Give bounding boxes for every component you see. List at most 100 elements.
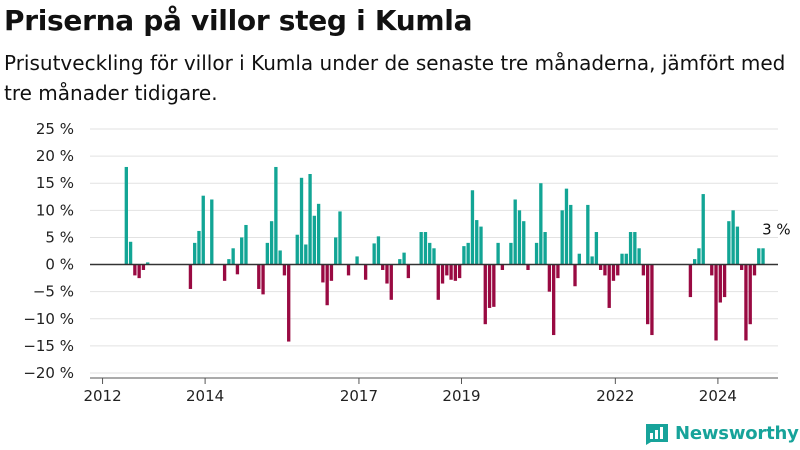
bar xyxy=(287,264,291,342)
bar xyxy=(701,194,705,265)
bar xyxy=(641,264,646,276)
bar xyxy=(278,250,282,265)
bar xyxy=(586,204,590,265)
bar xyxy=(398,259,402,265)
bar xyxy=(269,221,274,265)
bar xyxy=(509,242,513,265)
bar xyxy=(193,242,197,265)
y-tick-label: 5 % xyxy=(45,228,74,246)
bar xyxy=(325,264,329,306)
bar xyxy=(513,199,517,265)
bar xyxy=(577,253,581,265)
bar xyxy=(308,174,312,265)
bar xyxy=(436,264,440,300)
bar xyxy=(492,264,496,307)
bar xyxy=(257,264,261,289)
bar xyxy=(440,264,445,284)
y-tick-label: 10 % xyxy=(36,201,74,219)
y-tick-label: 25 % xyxy=(36,120,74,138)
bar xyxy=(124,166,128,265)
bar xyxy=(607,264,611,308)
newsworthy-logo: Newsworthy xyxy=(645,420,799,446)
bar xyxy=(453,264,458,281)
bar xyxy=(688,264,693,298)
bar xyxy=(240,237,244,265)
bar xyxy=(201,195,205,265)
bar-chart-logo-icon xyxy=(646,424,668,445)
bar xyxy=(500,264,505,270)
bar xyxy=(133,264,137,276)
bar xyxy=(517,210,522,265)
bar xyxy=(432,248,436,265)
bar xyxy=(346,264,351,276)
bar xyxy=(731,210,735,265)
last-value-annotation: 3 % xyxy=(762,221,791,239)
bar xyxy=(449,264,453,280)
bar xyxy=(312,215,317,265)
bar xyxy=(628,232,633,265)
bar xyxy=(338,211,342,265)
y-tick-label: 0 % xyxy=(45,256,74,274)
bar xyxy=(419,232,423,265)
x-tick-label: 2022 xyxy=(596,387,634,405)
bar xyxy=(727,221,731,265)
bars xyxy=(124,166,765,342)
bar xyxy=(402,252,406,265)
bar xyxy=(603,264,607,276)
y-axis: 25 % 20 % 15 % 10 % 5 % 0 % −5 % −10 % −15 % −20 … xyxy=(23,120,74,382)
gridlines xyxy=(90,128,778,374)
bar xyxy=(197,230,201,265)
bar xyxy=(385,264,389,284)
bar xyxy=(539,183,543,265)
bar xyxy=(611,264,616,281)
bar xyxy=(569,204,573,265)
bar xyxy=(752,264,757,276)
bar xyxy=(470,190,475,265)
bar xyxy=(282,264,287,276)
brand-name: Newsworthy xyxy=(675,422,799,444)
bar xyxy=(376,236,381,265)
bar xyxy=(141,264,146,270)
bar xyxy=(633,232,637,265)
bar xyxy=(564,188,569,265)
bar xyxy=(466,242,470,265)
bar xyxy=(227,259,231,265)
bar xyxy=(235,264,240,275)
bar xyxy=(547,264,552,292)
bar xyxy=(274,166,278,265)
bar xyxy=(363,264,368,280)
y-tick-label: −15 % xyxy=(23,337,74,355)
bar xyxy=(462,246,466,265)
bar xyxy=(650,264,654,336)
bar xyxy=(543,232,547,265)
bar xyxy=(334,237,338,265)
x-tick-label: 2012 xyxy=(83,387,121,405)
bar xyxy=(551,264,556,336)
bar xyxy=(483,264,487,325)
bar xyxy=(573,264,577,287)
bar xyxy=(722,264,727,298)
bar xyxy=(556,264,560,279)
bar xyxy=(222,264,227,281)
bar xyxy=(457,264,462,279)
bar xyxy=(757,248,761,265)
bar xyxy=(372,243,376,265)
bar xyxy=(560,210,564,265)
bar xyxy=(714,264,718,341)
bar xyxy=(128,241,133,265)
bar xyxy=(299,177,304,265)
bar xyxy=(693,259,697,265)
bar xyxy=(735,226,740,265)
bar xyxy=(210,199,214,265)
bar xyxy=(748,264,752,325)
y-tick-label: 15 % xyxy=(36,174,74,192)
bar xyxy=(590,256,594,265)
y-tick-label: −20 % xyxy=(23,364,74,382)
bar xyxy=(295,234,299,265)
bar xyxy=(231,248,235,265)
bar xyxy=(389,264,393,300)
chart-subtitle: Prisutveckling för villor i Kumla under … xyxy=(4,51,786,105)
bar xyxy=(475,220,479,265)
bar xyxy=(616,264,620,276)
